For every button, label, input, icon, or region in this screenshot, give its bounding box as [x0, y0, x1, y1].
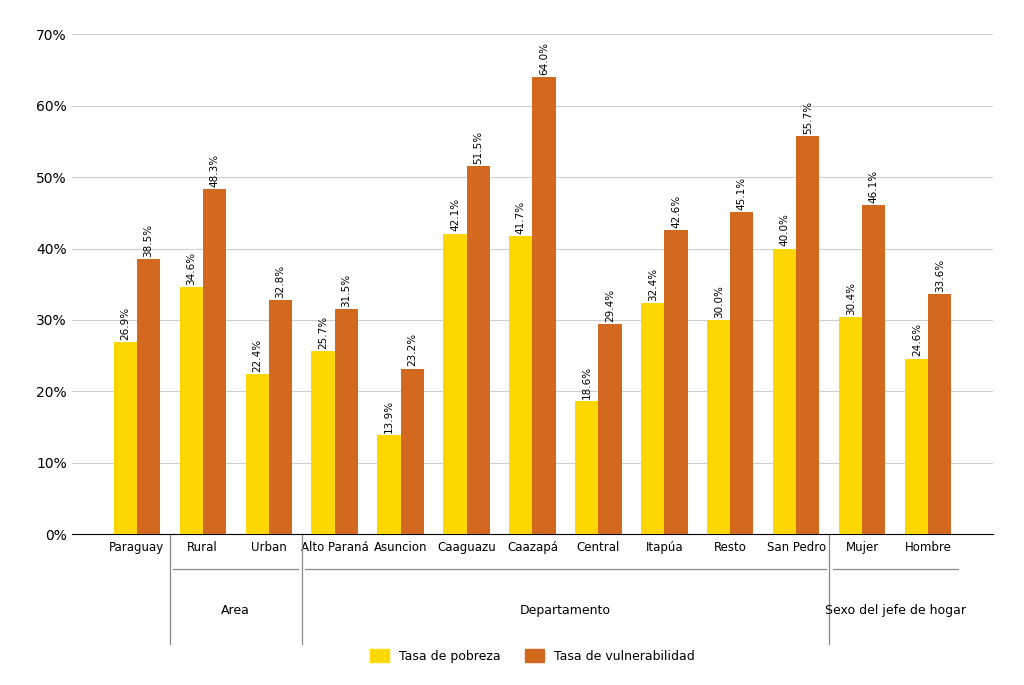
Text: 34.6%: 34.6% — [186, 252, 196, 285]
Text: 13.9%: 13.9% — [384, 400, 394, 433]
Text: 31.5%: 31.5% — [341, 274, 351, 307]
Bar — [532, 77, 556, 534]
Bar — [378, 435, 400, 534]
Text: Area: Area — [221, 604, 250, 617]
Bar — [467, 166, 489, 534]
Bar — [203, 189, 225, 534]
Bar — [575, 401, 598, 534]
Bar — [136, 260, 160, 534]
Text: Departamento: Departamento — [520, 604, 611, 617]
Text: 42.1%: 42.1% — [450, 198, 460, 232]
Text: 46.1%: 46.1% — [869, 170, 879, 203]
Text: 51.5%: 51.5% — [473, 131, 483, 164]
Bar — [443, 234, 467, 534]
Text: 64.0%: 64.0% — [539, 42, 549, 75]
Text: 22.4%: 22.4% — [252, 339, 262, 372]
Bar — [840, 317, 862, 534]
Text: 26.9%: 26.9% — [120, 307, 130, 340]
Text: 29.4%: 29.4% — [605, 289, 615, 322]
Text: 18.6%: 18.6% — [582, 366, 592, 399]
Text: 30.4%: 30.4% — [846, 282, 856, 315]
Text: 48.3%: 48.3% — [209, 154, 219, 187]
Legend: Tasa de pobreza, Tasa de vulnerabilidad: Tasa de pobreza, Tasa de vulnerabilidad — [365, 645, 700, 668]
Text: 45.1%: 45.1% — [737, 177, 746, 210]
Text: 32.4%: 32.4% — [648, 268, 657, 301]
Bar — [114, 342, 136, 534]
Bar — [598, 324, 622, 534]
Text: 32.8%: 32.8% — [275, 264, 285, 298]
Bar — [665, 230, 687, 534]
Bar — [905, 358, 929, 534]
Bar — [400, 369, 424, 534]
Bar — [641, 303, 665, 534]
Text: 24.6%: 24.6% — [911, 323, 922, 356]
Text: 30.0%: 30.0% — [714, 285, 724, 318]
Bar — [335, 310, 357, 534]
Bar — [268, 300, 292, 534]
Text: 23.2%: 23.2% — [408, 334, 417, 366]
Bar — [730, 212, 754, 534]
Text: 42.6%: 42.6% — [671, 195, 681, 228]
Text: 40.0%: 40.0% — [780, 214, 790, 247]
Text: 25.7%: 25.7% — [318, 315, 328, 349]
Bar — [509, 236, 532, 534]
Bar — [929, 295, 951, 534]
Bar — [862, 205, 886, 534]
Text: 41.7%: 41.7% — [516, 201, 526, 234]
Bar — [246, 374, 268, 534]
Bar — [179, 287, 203, 534]
Bar — [773, 249, 797, 534]
Text: 55.7%: 55.7% — [803, 101, 813, 134]
Bar — [797, 136, 819, 534]
Bar — [708, 320, 730, 534]
Bar — [311, 351, 335, 534]
Text: 33.6%: 33.6% — [935, 259, 945, 292]
Text: Sexo del jefe de hogar: Sexo del jefe de hogar — [824, 604, 966, 617]
Text: 38.5%: 38.5% — [143, 224, 154, 257]
